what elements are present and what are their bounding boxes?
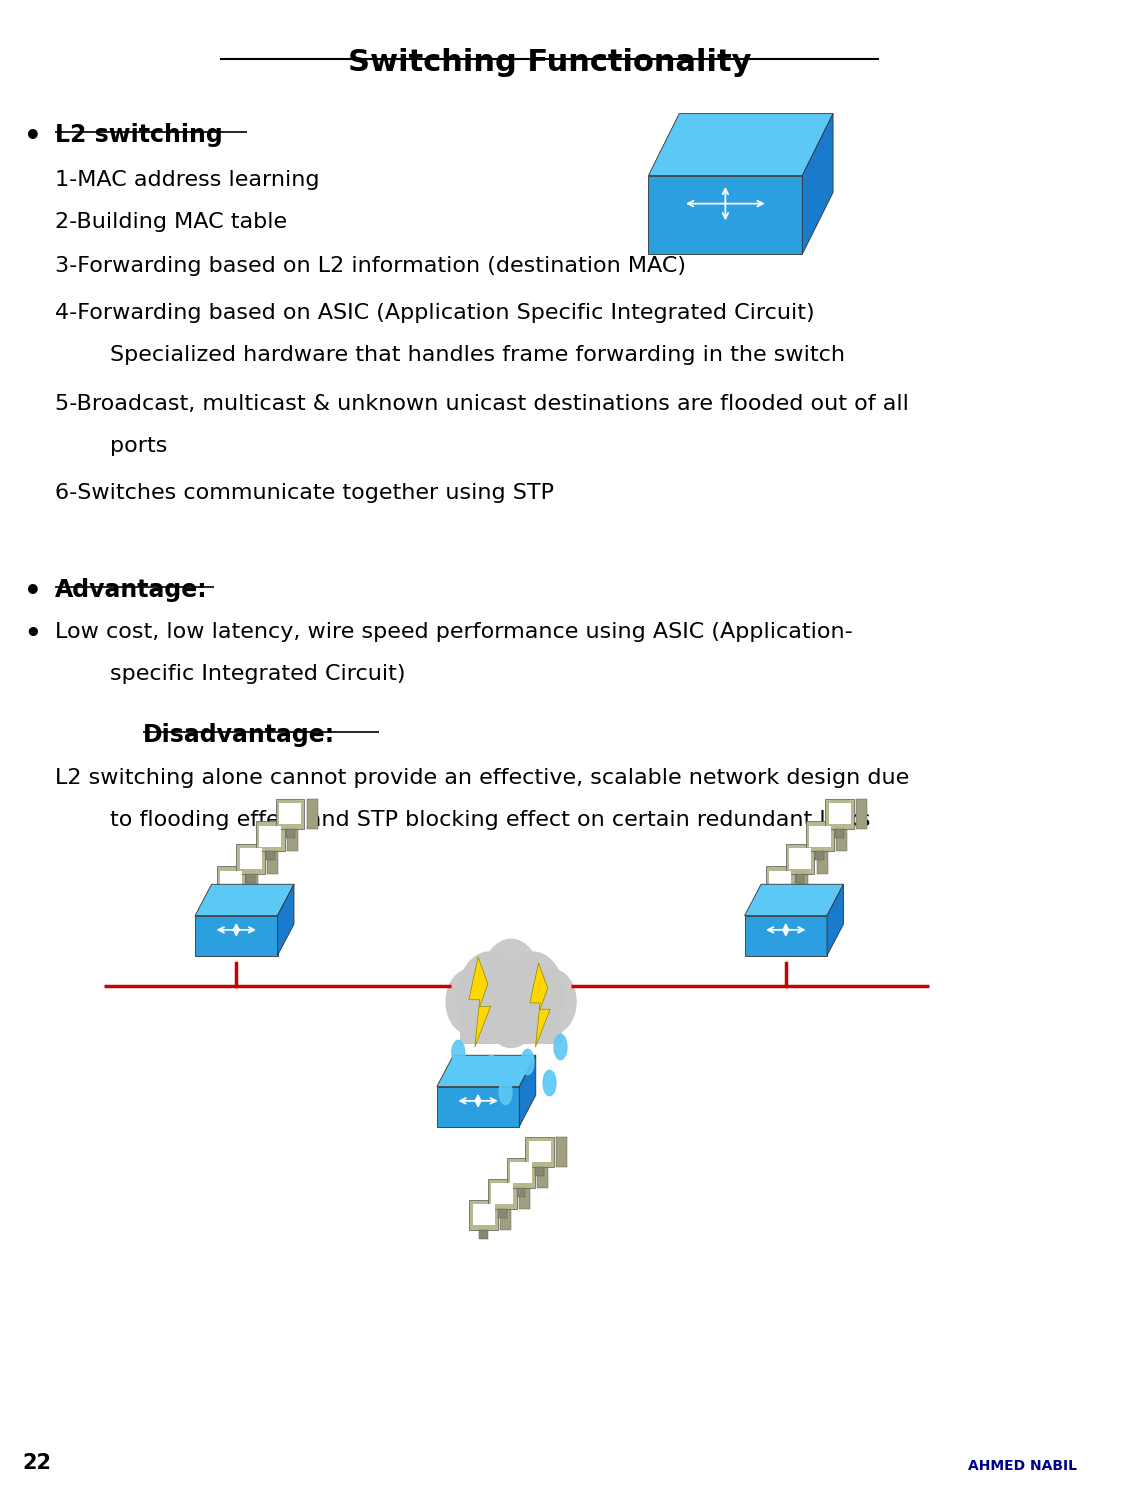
FancyBboxPatch shape	[516, 1188, 525, 1197]
Text: L2 switching: L2 switching	[55, 123, 223, 147]
Text: L2 switching alone cannot provide an effective, scalable network design due: L2 switching alone cannot provide an eff…	[55, 768, 909, 788]
FancyBboxPatch shape	[492, 1184, 513, 1204]
FancyBboxPatch shape	[248, 867, 259, 897]
FancyBboxPatch shape	[829, 804, 850, 825]
FancyBboxPatch shape	[246, 874, 255, 884]
Polygon shape	[648, 114, 834, 176]
Circle shape	[446, 969, 493, 1034]
Text: •: •	[24, 123, 42, 152]
Circle shape	[458, 952, 521, 1038]
FancyBboxPatch shape	[472, 1204, 495, 1225]
Text: AHMED NABIL: AHMED NABIL	[968, 1460, 1077, 1473]
Polygon shape	[278, 885, 294, 956]
Text: 3-Forwarding based on L2 information (destination MAC): 3-Forwarding based on L2 information (de…	[55, 256, 686, 276]
Text: •: •	[24, 622, 40, 648]
FancyBboxPatch shape	[789, 849, 811, 870]
FancyBboxPatch shape	[287, 822, 298, 852]
Polygon shape	[452, 1041, 465, 1065]
FancyBboxPatch shape	[836, 822, 847, 852]
FancyBboxPatch shape	[856, 800, 867, 830]
FancyBboxPatch shape	[216, 867, 245, 897]
FancyBboxPatch shape	[770, 871, 791, 892]
FancyBboxPatch shape	[279, 804, 302, 825]
FancyBboxPatch shape	[806, 822, 834, 852]
FancyBboxPatch shape	[785, 844, 814, 874]
Text: 4-Forwarding based on ASIC (Application Specific Integrated Circuit): 4-Forwarding based on ASIC (Application …	[55, 303, 814, 322]
Text: specific Integrated Circuit): specific Integrated Circuit)	[110, 664, 405, 684]
FancyBboxPatch shape	[817, 844, 828, 874]
FancyBboxPatch shape	[529, 1142, 550, 1162]
FancyBboxPatch shape	[479, 1230, 488, 1239]
Polygon shape	[520, 1056, 536, 1126]
FancyBboxPatch shape	[500, 1200, 511, 1230]
Polygon shape	[745, 915, 827, 956]
Polygon shape	[555, 1035, 567, 1059]
Circle shape	[483, 939, 540, 1017]
Text: 6-Switches communicate together using STP: 6-Switches communicate together using ST…	[55, 483, 554, 502]
FancyBboxPatch shape	[469, 1200, 498, 1230]
Polygon shape	[543, 1071, 556, 1095]
Polygon shape	[648, 176, 802, 254]
FancyBboxPatch shape	[826, 800, 854, 830]
Polygon shape	[195, 915, 278, 956]
Text: Specialized hardware that handles frame forwarding in the switch: Specialized hardware that handles frame …	[110, 345, 845, 364]
Polygon shape	[802, 114, 834, 254]
FancyBboxPatch shape	[835, 830, 844, 839]
Text: Switching Functionality: Switching Functionality	[348, 48, 752, 76]
Polygon shape	[195, 885, 294, 915]
FancyBboxPatch shape	[307, 800, 317, 830]
Text: ports: ports	[110, 436, 168, 456]
FancyBboxPatch shape	[816, 852, 825, 861]
Polygon shape	[436, 1086, 520, 1126]
Text: •: •	[24, 578, 42, 606]
FancyBboxPatch shape	[556, 1137, 567, 1167]
Text: 22: 22	[22, 1454, 51, 1473]
Polygon shape	[521, 1050, 534, 1074]
FancyBboxPatch shape	[219, 871, 242, 892]
Polygon shape	[485, 1056, 497, 1080]
FancyBboxPatch shape	[266, 852, 274, 861]
Circle shape	[485, 975, 538, 1047]
Circle shape	[529, 969, 576, 1034]
FancyBboxPatch shape	[267, 844, 278, 874]
FancyBboxPatch shape	[498, 1209, 506, 1218]
FancyBboxPatch shape	[488, 1179, 516, 1209]
FancyBboxPatch shape	[538, 1158, 548, 1188]
FancyBboxPatch shape	[796, 867, 808, 897]
FancyBboxPatch shape	[276, 800, 305, 830]
Text: 2-Building MAC table: 2-Building MAC table	[55, 211, 287, 231]
FancyBboxPatch shape	[260, 827, 281, 848]
Polygon shape	[745, 885, 844, 915]
FancyBboxPatch shape	[286, 830, 295, 839]
FancyBboxPatch shape	[256, 822, 285, 852]
Text: Advantage:: Advantage:	[55, 578, 208, 602]
FancyBboxPatch shape	[519, 1179, 530, 1209]
Text: 5-Broadcast, multicast & unknown unicast destinations are flooded out of all: 5-Broadcast, multicast & unknown unicast…	[55, 394, 909, 414]
FancyBboxPatch shape	[536, 1167, 544, 1176]
FancyBboxPatch shape	[776, 897, 785, 906]
Text: Disadvantage:: Disadvantage:	[143, 723, 335, 747]
FancyBboxPatch shape	[510, 1162, 532, 1184]
FancyBboxPatch shape	[460, 1007, 562, 1044]
Polygon shape	[436, 1056, 536, 1086]
FancyBboxPatch shape	[236, 844, 264, 874]
Polygon shape	[500, 1080, 512, 1104]
FancyBboxPatch shape	[809, 827, 831, 848]
FancyBboxPatch shape	[226, 897, 235, 906]
FancyBboxPatch shape	[766, 867, 794, 897]
Circle shape	[501, 952, 564, 1038]
FancyBboxPatch shape	[525, 1137, 554, 1167]
Polygon shape	[530, 963, 550, 1047]
FancyBboxPatch shape	[506, 1158, 536, 1188]
Text: to flooding effect and STP blocking effect on certain redundant links: to flooding effect and STP blocking effe…	[110, 810, 871, 830]
Polygon shape	[469, 957, 490, 1047]
Polygon shape	[827, 885, 844, 956]
FancyBboxPatch shape	[240, 849, 262, 870]
Text: Low cost, low latency, wire speed performance using ASIC (Application-: Low cost, low latency, wire speed perfor…	[55, 622, 853, 642]
FancyBboxPatch shape	[795, 874, 804, 884]
Text: 1-MAC address learning: 1-MAC address learning	[55, 170, 320, 189]
